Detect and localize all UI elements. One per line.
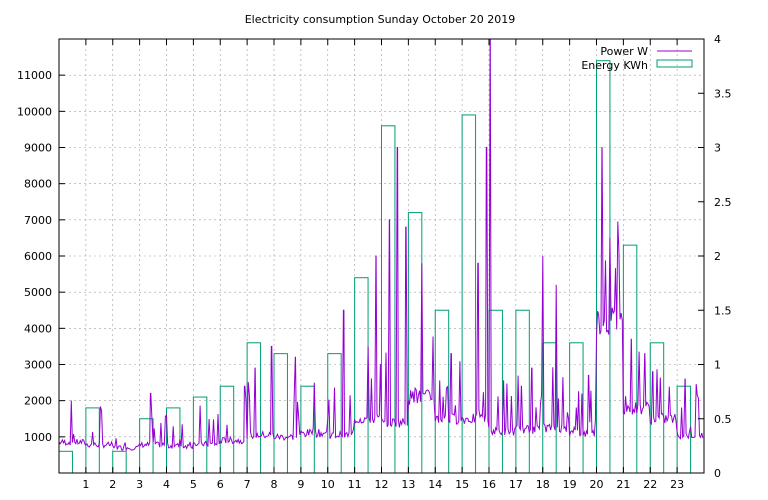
x-tick-label: 12 [375,478,389,491]
y2-tick-label: 0.5 [714,413,732,426]
x-tick-label: 8 [271,478,278,491]
legend-swatch-energy [656,59,693,68]
x-tick-label: 16 [482,478,496,491]
y-tick-label: 4000 [24,322,52,335]
y-tick-label: 3000 [24,359,52,372]
legend-label-power: Power W [600,45,648,58]
power-line [58,38,704,452]
y-tick-label: 6000 [24,250,52,263]
x-tick-label: 1 [82,478,89,491]
y2-tick-label: 0 [714,467,721,480]
y2-tick-label: 3 [714,142,721,155]
x-tick-label: 10 [321,478,335,491]
y2-tick-label: 2 [714,250,721,263]
x-tick-label: 20 [590,478,604,491]
y-tick-label: 7000 [24,214,52,227]
x-tick-label: 6 [217,478,224,491]
axes: 1 2 3 4 5 6 7 8 9 10 11 12 13 14 15 16 17 18 19 20 21 22 23100… [17,33,732,491]
x-tick-label: 19 [563,478,577,491]
x-tick-label: 17 [509,478,523,491]
x-tick-label: 2 [109,478,116,491]
x-tick-label: 22 [643,478,657,491]
x-tick-label: 13 [401,478,415,491]
x-tick-label: 14 [428,478,442,491]
y2-tick-label: 2.5 [714,196,732,209]
x-tick-label: 5 [190,478,197,491]
y2-tick-label: 1 [714,359,721,372]
y2-tick-label: 3.5 [714,87,732,100]
x-tick-label: 11 [348,478,362,491]
legend: Power W Energy KWh [581,45,693,72]
y2-tick-label: 1.5 [714,304,732,317]
y-tick-label: 11000 [17,69,52,82]
x-tick-label: 3 [136,478,143,491]
y-tick-label: 5000 [24,286,52,299]
x-tick-label: 21 [616,478,630,491]
y-tick-label: 8000 [24,178,52,191]
legend-label-energy: Energy KWh [581,59,648,72]
x-tick-label: 23 [670,478,684,491]
x-tick-label: 4 [163,478,170,491]
x-tick-label: 7 [244,478,251,491]
y-tick-label: 10000 [17,105,52,118]
y-tick-label: 9000 [24,142,52,155]
x-tick-label: 15 [455,478,469,491]
x-tick-label: 18 [536,478,550,491]
y-tick-label: 1000 [24,431,52,444]
chart-title: Electricity consumption Sunday October 2… [245,13,516,26]
y-tick-label: 2000 [24,395,52,408]
power-series-line [58,38,704,452]
y2-tick-label: 4 [714,33,721,46]
x-tick-label: 9 [297,478,304,491]
